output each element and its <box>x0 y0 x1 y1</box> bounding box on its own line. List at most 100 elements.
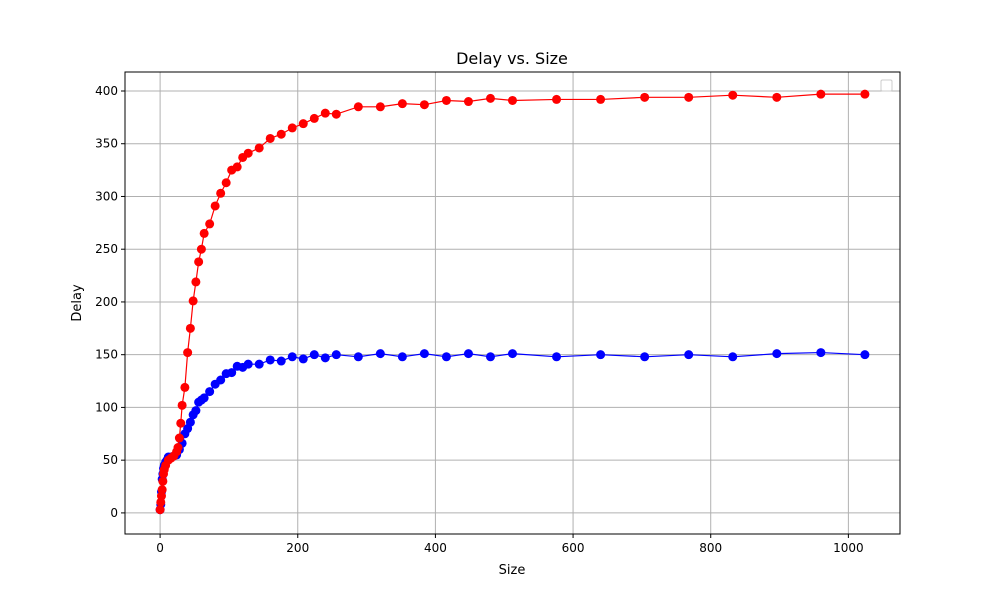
data-point <box>298 119 308 129</box>
axis-ticks: 0 200 400 600 800 1000 0 50 100 150 200 250 300 350 40… <box>95 84 864 555</box>
data-point <box>276 129 286 139</box>
data-point <box>860 89 870 99</box>
data-point <box>728 352 738 362</box>
data-point <box>221 178 231 188</box>
data-point <box>205 387 215 397</box>
data-point <box>309 113 319 123</box>
data-point <box>772 349 782 359</box>
data-point <box>552 352 562 362</box>
data-point <box>188 296 198 306</box>
data-point <box>596 94 606 104</box>
x-tick-label: 600 <box>562 541 585 555</box>
data-point <box>441 352 451 362</box>
data-point <box>309 350 319 360</box>
data-point <box>353 352 363 362</box>
data-point <box>463 349 473 359</box>
y-tick-label: 350 <box>95 137 118 151</box>
y-axis-label: Delay <box>70 284 85 322</box>
y-tick-label: 200 <box>95 295 118 309</box>
data-point <box>194 257 204 267</box>
legend-box <box>880 79 893 92</box>
y-tick-label: 250 <box>95 242 118 256</box>
data-point <box>397 352 407 362</box>
data-point <box>684 350 694 360</box>
x-tick-label: 1000 <box>833 541 864 555</box>
x-tick-label: 200 <box>286 541 309 555</box>
data-point <box>485 93 495 103</box>
data-point <box>375 349 385 359</box>
data-point <box>684 92 694 102</box>
series-layer <box>155 89 870 515</box>
y-tick-label: 400 <box>95 84 118 98</box>
data-point <box>640 352 650 362</box>
data-point <box>191 277 201 287</box>
data-point <box>196 244 206 254</box>
y-tick-label: 150 <box>95 348 118 362</box>
data-point <box>596 350 606 360</box>
data-point <box>320 108 330 118</box>
x-tick-label: 0 <box>156 541 164 555</box>
data-point <box>552 94 562 104</box>
data-point <box>254 359 264 369</box>
data-point <box>397 99 407 109</box>
data-point <box>287 352 297 362</box>
y-tick-label: 50 <box>103 453 118 467</box>
series-1 <box>155 89 870 515</box>
data-point <box>185 417 195 427</box>
data-point <box>243 148 253 158</box>
data-point <box>155 505 165 515</box>
data-point <box>158 476 168 486</box>
data-point <box>199 393 209 403</box>
x-axis-label: Size <box>499 563 526 578</box>
plot-area-frame <box>124 71 901 535</box>
data-point <box>216 375 226 385</box>
data-point <box>331 350 341 360</box>
data-point <box>353 102 363 112</box>
x-tick-label: 400 <box>424 541 447 555</box>
data-point <box>640 92 650 102</box>
data-point <box>508 95 517 105</box>
data-point <box>180 382 190 392</box>
data-point <box>276 356 286 366</box>
y-tick-label: 100 <box>95 400 118 414</box>
data-point <box>265 355 275 365</box>
data-point <box>199 228 209 238</box>
data-point <box>419 100 429 110</box>
data-point <box>177 400 187 410</box>
data-point <box>176 418 186 428</box>
data-point <box>298 354 308 364</box>
data-point <box>860 350 870 360</box>
y-tick-label: 0 <box>110 506 118 520</box>
data-point <box>173 443 183 453</box>
grid-lines <box>125 72 900 534</box>
x-tick-label: 800 <box>699 541 722 555</box>
data-point <box>210 201 220 211</box>
data-point <box>485 352 495 362</box>
data-point <box>441 95 451 105</box>
data-point <box>772 92 782 102</box>
data-point <box>254 143 264 153</box>
chart-title: Delay vs. Size <box>456 49 568 68</box>
y-tick-label: 300 <box>95 189 118 203</box>
data-point <box>265 133 275 143</box>
data-point <box>191 406 201 416</box>
data-point <box>331 109 341 119</box>
data-point <box>287 123 297 133</box>
data-point <box>216 188 226 198</box>
data-point <box>375 102 385 112</box>
data-point <box>205 219 215 229</box>
data-point <box>157 485 167 495</box>
data-point <box>243 359 253 369</box>
data-point <box>508 349 517 359</box>
data-point <box>728 90 738 100</box>
data-point <box>185 323 195 333</box>
data-point <box>816 348 826 358</box>
data-point <box>174 433 184 443</box>
data-point <box>463 97 473 107</box>
data-point <box>419 349 429 359</box>
data-point <box>232 162 242 172</box>
data-point <box>183 348 193 358</box>
data-point <box>816 89 826 99</box>
